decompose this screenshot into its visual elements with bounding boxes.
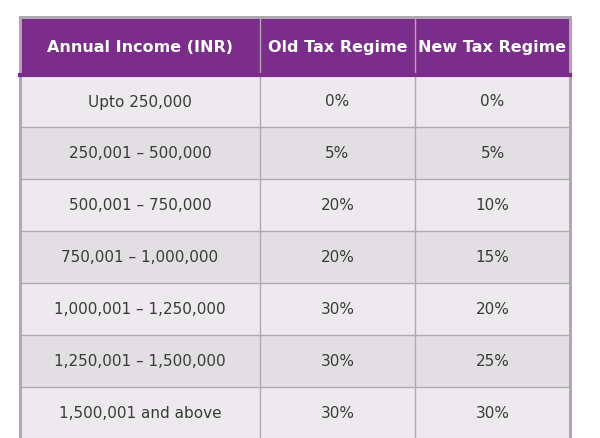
Bar xyxy=(260,18,415,76)
Text: 1,000,001 – 1,250,000: 1,000,001 – 1,250,000 xyxy=(54,302,226,317)
Text: 30%: 30% xyxy=(320,406,355,420)
Text: 1,500,001 and above: 1,500,001 and above xyxy=(59,406,221,420)
Bar xyxy=(260,128,415,180)
Text: 0%: 0% xyxy=(481,94,505,109)
Text: 1,250,001 – 1,500,000: 1,250,001 – 1,500,000 xyxy=(54,354,226,369)
Bar xyxy=(415,335,570,387)
Bar xyxy=(20,180,260,231)
Bar xyxy=(260,283,415,335)
Text: 20%: 20% xyxy=(476,302,509,317)
Text: 5%: 5% xyxy=(325,146,350,161)
Bar xyxy=(20,231,260,283)
Bar xyxy=(415,128,570,180)
Bar xyxy=(260,76,415,128)
Bar xyxy=(260,231,415,283)
Bar xyxy=(20,128,260,180)
Bar xyxy=(415,18,570,76)
Text: 20%: 20% xyxy=(320,198,355,213)
Bar xyxy=(20,335,260,387)
Text: 0%: 0% xyxy=(325,94,350,109)
Text: Annual Income (INR): Annual Income (INR) xyxy=(47,39,233,54)
Text: 20%: 20% xyxy=(320,250,355,265)
Text: 30%: 30% xyxy=(320,302,355,317)
Bar xyxy=(260,387,415,438)
Text: 5%: 5% xyxy=(481,146,505,161)
Bar xyxy=(415,283,570,335)
Text: 25%: 25% xyxy=(476,354,509,369)
Text: 250,001 – 500,000: 250,001 – 500,000 xyxy=(68,146,211,161)
Bar xyxy=(20,283,260,335)
Text: 30%: 30% xyxy=(476,406,509,420)
Bar xyxy=(415,76,570,128)
Text: 10%: 10% xyxy=(476,198,509,213)
Text: Old Tax Regime: Old Tax Regime xyxy=(268,39,407,54)
Bar xyxy=(20,387,260,438)
Text: 750,001 – 1,000,000: 750,001 – 1,000,000 xyxy=(61,250,218,265)
Text: New Tax Regime: New Tax Regime xyxy=(418,39,566,54)
Bar xyxy=(415,387,570,438)
Text: 15%: 15% xyxy=(476,250,509,265)
Bar xyxy=(260,180,415,231)
Text: 500,001 – 750,000: 500,001 – 750,000 xyxy=(68,198,211,213)
Text: 30%: 30% xyxy=(320,354,355,369)
Bar xyxy=(260,335,415,387)
Bar xyxy=(20,76,260,128)
Text: Upto 250,000: Upto 250,000 xyxy=(88,94,192,109)
Bar xyxy=(415,180,570,231)
Bar xyxy=(415,231,570,283)
Bar xyxy=(20,18,260,76)
